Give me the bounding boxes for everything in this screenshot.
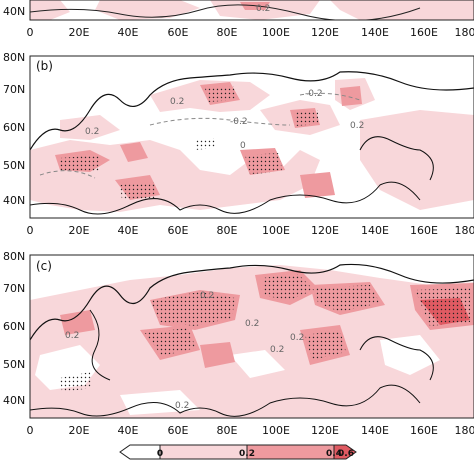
panel-b-label: (b) <box>36 59 53 73</box>
panel-b-frame <box>29 55 474 219</box>
panel-c-contour-label-6: 0.2 <box>175 401 189 411</box>
top-x-tick-2: 40E <box>118 26 139 39</box>
colorbar-seg-3 <box>333 444 357 460</box>
panel-c-x-tick-7: 140E <box>361 424 389 437</box>
colorbar-seg-1 <box>159 444 248 460</box>
panel-c-cell-8 <box>60 310 95 335</box>
colorbar: 0 0.2 0.4 0.6 <box>119 444 357 460</box>
colorbar-label-3: 0.6 <box>338 449 354 459</box>
panel-b-cell-7 <box>340 86 362 106</box>
panel-b-x-axis: 0 20E 40E 60E 80E 100E 120E 140E 160E 18… <box>27 224 474 237</box>
panel-c-y-tick-50n: 50N <box>3 358 25 371</box>
top-partial-contour-label: 0.2 <box>256 4 270 14</box>
top-x-tick-9: 180 <box>455 26 474 39</box>
panel-c-x-tick-8: 160E <box>410 424 438 437</box>
panel-b-x-tick-9: 180 <box>455 224 474 237</box>
top-partial-fill <box>30 0 474 20</box>
panel-b-contour-label-1: 0.2 <box>170 97 184 107</box>
panel-c-y-tick-40n: 40N <box>3 394 25 407</box>
panel-b-y-tick-80n: 80N <box>3 51 25 64</box>
panel-b-x-tick-5: 100E <box>262 224 290 237</box>
panel-c-x-tick-3: 60E <box>168 424 189 437</box>
top-x-tick-8: 160E <box>410 26 438 39</box>
panel-c: (c) 0.2 0.2 0.2 0.2 0.2 0.2 80N 70N 60N … <box>3 250 474 437</box>
panel-b: (b) 0.2 -0.2 0.2 -0.2 0.2 0 80N 70N 60N … <box>3 51 474 237</box>
top-x-tick-7: 140E <box>361 26 389 39</box>
panel-b-x-tick-3: 60E <box>168 224 189 237</box>
panel-b-x-tick-7: 140E <box>361 224 389 237</box>
top-x-tick-3: 60E <box>168 26 189 39</box>
colorbar-label-1: 0.2 <box>239 449 255 459</box>
panel-c-fill <box>30 255 474 418</box>
panel-b-x-tick-1: 20E <box>69 224 90 237</box>
panel-c-x-tick-9: 180 <box>455 424 474 437</box>
top-partial-frame <box>29 0 474 21</box>
panel-b-cell-8 <box>300 172 335 198</box>
panel-c-y-tick-70n: 70N <box>3 282 25 295</box>
panel-c-hole-4 <box>120 390 200 415</box>
panel-c-contour-label-3: 0.2 <box>245 319 259 329</box>
top-x-tick-6: 120E <box>311 26 339 39</box>
panel-b-area-west <box>60 115 120 140</box>
panel-c-contour-label-5: 0.2 <box>290 333 304 343</box>
colorbar-label-2: 0.4 <box>326 449 342 459</box>
panel-c-y-tick-80n: 80N <box>3 250 25 263</box>
panel-b-y-tick-50n: 50N <box>3 159 25 172</box>
panel-c-contour-label-4: 0.2 <box>270 345 284 355</box>
panel-c-x-tick-5: 100E <box>262 424 290 437</box>
panel-b-cell-2 <box>120 142 148 162</box>
panel-c-contour-label-2: 0.2 <box>65 331 79 341</box>
panel-b-y-tick-60n: 60N <box>3 121 25 134</box>
panel-b-y-tick-70n: 70N <box>3 83 25 96</box>
panel-c-x-tick-6: 120E <box>311 424 339 437</box>
panel-c-y-tick-60n: 60N <box>3 320 25 333</box>
panel-b-contour-label-6: 0 <box>240 141 246 151</box>
colorbar-seg-0 <box>119 444 161 460</box>
panel-b-x-tick-0: 0 <box>27 224 34 237</box>
top-x-tick-0: 0 <box>27 26 34 39</box>
panel-c-cell-7 <box>200 342 235 368</box>
panel-b-contour-label-2: -0.2 <box>230 117 248 127</box>
top-partial-y-label: 40N <box>3 5 25 18</box>
panel-c-contour-label-1: 0.2 <box>200 291 214 301</box>
top-x-tick-5: 100E <box>262 26 290 39</box>
panel-c-label: (c) <box>36 259 52 273</box>
top-x-tick-4: 80E <box>217 26 238 39</box>
panel-b-y-tick-40n: 40N <box>3 194 25 207</box>
panel-c-hole-2 <box>230 350 285 378</box>
colorbar-seg-2 <box>246 444 335 460</box>
panel-b-area-far-east <box>360 110 474 210</box>
panel-b-fill <box>30 56 474 218</box>
panel-c-x-tick-1: 20E <box>69 424 90 437</box>
panel-b-x-tick-4: 80E <box>217 224 238 237</box>
top-x-tick-1: 20E <box>69 26 90 39</box>
top-partial-panel: 40N 0.2 0 20E 40E 60E 80E 100E 120E 140E… <box>3 0 474 39</box>
panel-c-x-tick-4: 80E <box>217 424 238 437</box>
panel-c-hole-3 <box>380 335 440 375</box>
panel-c-x-axis: 0 20E 40E 60E 80E 100E 120E 140E 160E 18… <box>27 424 474 437</box>
panel-c-x-tick-0: 0 <box>27 424 34 437</box>
panel-b-contour-label-4: -0.2 <box>305 89 323 99</box>
panel-b-contour-label-5: 0.2 <box>350 121 364 131</box>
panel-b-x-tick-2: 40E <box>118 224 139 237</box>
panel-b-x-tick-8: 160E <box>410 224 438 237</box>
panel-b-contour-label-3: 0.2 <box>85 127 99 137</box>
panel-b-x-tick-6: 120E <box>311 224 339 237</box>
panel-c-frame <box>29 254 474 419</box>
top-partial-x-axis: 0 20E 40E 60E 80E 100E 120E 140E 160E 18… <box>27 26 474 39</box>
colorbar-label-0: 0 <box>157 449 163 459</box>
panel-c-x-tick-2: 40E <box>118 424 139 437</box>
